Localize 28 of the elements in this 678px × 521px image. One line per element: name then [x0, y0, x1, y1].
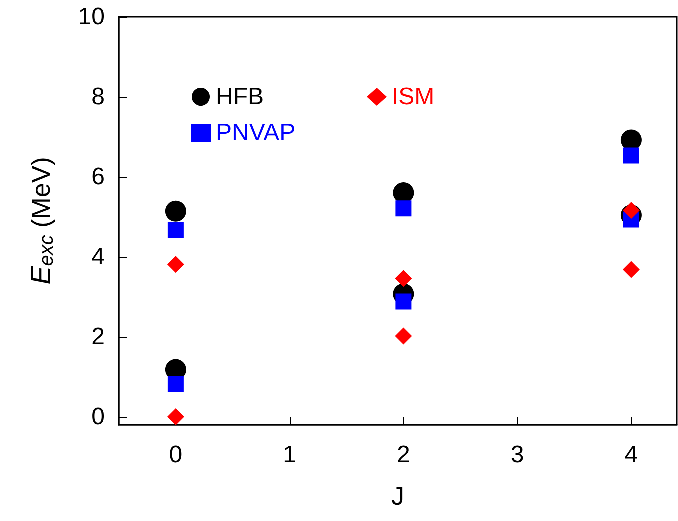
- y-tick-label: 10: [78, 4, 105, 30]
- point: [165, 200, 186, 222]
- y-axis-title: Eexc (MeV): [26, 157, 58, 285]
- legend-label: ISM: [392, 84, 435, 110]
- point: [396, 200, 412, 217]
- point: [167, 256, 184, 274]
- x-tick-label: 0: [169, 442, 183, 468]
- y-tick-label: 0: [92, 404, 105, 430]
- point: [168, 222, 184, 238]
- x-tick-label: 2: [397, 442, 410, 468]
- point: [168, 376, 184, 392]
- x-tick-label: 4: [624, 442, 638, 468]
- x-axis-title: J: [392, 481, 404, 511]
- point: [622, 261, 640, 278]
- x-tick-label: 1: [283, 442, 296, 468]
- legend-label: PNVAP: [216, 120, 296, 146]
- y-tick-label: 8: [92, 84, 105, 110]
- point: [396, 294, 412, 310]
- point: [395, 328, 412, 345]
- y-tick-label: 2: [92, 324, 105, 350]
- y-tick-label: 4: [92, 244, 105, 270]
- point: [395, 270, 412, 288]
- x-tick-label: 3: [510, 442, 524, 468]
- y-tick-label: 6: [92, 164, 105, 190]
- point: [167, 408, 184, 426]
- legend-label: HFB: [216, 84, 264, 110]
- point: [622, 202, 640, 220]
- point: [623, 148, 640, 164]
